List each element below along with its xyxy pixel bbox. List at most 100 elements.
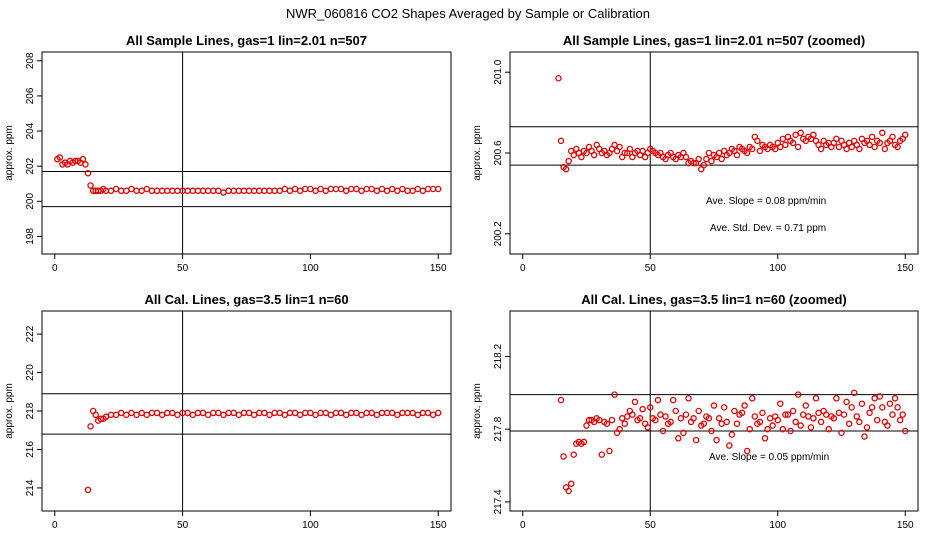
data-point	[327, 185, 335, 193]
data-point	[557, 396, 565, 404]
data-point	[720, 404, 728, 411]
data-point	[230, 409, 237, 417]
data-point	[868, 404, 876, 411]
data-point	[87, 182, 94, 189]
data-point	[138, 187, 145, 195]
annotation-text: Ave. Slope = 0.05 ppm/min	[709, 452, 829, 463]
y-tick-label: 217.4	[493, 489, 504, 514]
annotation-text: Ave. Slope = 0.08 ppm/min	[706, 196, 826, 207]
data-point	[194, 409, 202, 417]
data-point	[611, 141, 618, 149]
data-point	[677, 415, 685, 422]
data-point	[738, 409, 746, 417]
x-tick-label: 50	[177, 520, 189, 531]
data-point	[621, 149, 629, 157]
data-point	[703, 155, 710, 163]
data-point	[749, 145, 756, 153]
data-point	[250, 411, 258, 419]
data-point	[789, 139, 797, 147]
data-point	[743, 447, 751, 455]
data-point	[220, 189, 227, 196]
data-point	[158, 411, 166, 419]
data-point	[189, 187, 197, 195]
data-point	[756, 418, 764, 426]
data-point	[399, 409, 406, 417]
data-point	[327, 411, 335, 419]
data-point	[107, 411, 115, 419]
data-point	[419, 409, 427, 417]
data-point	[899, 411, 906, 418]
data-point	[240, 187, 248, 195]
data-point	[777, 400, 784, 407]
data-point	[250, 187, 258, 195]
data-point	[710, 402, 718, 409]
data-point	[629, 411, 636, 418]
data-point	[373, 187, 381, 195]
data-point	[322, 409, 329, 417]
data-point	[570, 151, 578, 159]
annotation-text: Ave. Std. Dev. = 0.71 ppm	[710, 223, 826, 234]
data-point	[388, 409, 396, 417]
data-point	[636, 415, 644, 422]
data-point	[848, 143, 855, 151]
data-point	[307, 185, 314, 193]
y-tick-label: 218.2	[493, 344, 504, 369]
y-tick-label: 222	[25, 325, 36, 342]
data-point	[199, 187, 207, 195]
data-point	[810, 415, 817, 422]
data-point	[189, 411, 197, 419]
data-point	[797, 129, 804, 137]
data-point	[276, 409, 283, 417]
data-point	[879, 404, 886, 411]
data-point	[296, 187, 304, 195]
x-tick-label: 0	[52, 520, 58, 531]
data-point	[817, 145, 825, 153]
data-point	[383, 187, 391, 195]
data-point	[302, 409, 309, 417]
data-point	[240, 409, 248, 417]
data-point	[700, 161, 708, 169]
data-point	[894, 143, 901, 151]
data-point	[708, 157, 715, 165]
panel-title: All Cal. Lines, gas=3.5 lin=1 n=60 (zoom…	[581, 292, 847, 307]
data-point	[896, 416, 904, 424]
y-axis-label: approx. ppm	[4, 383, 15, 439]
y-tick-label: 206	[25, 87, 36, 104]
data-point	[889, 411, 896, 418]
data-point	[779, 135, 787, 143]
data-point	[886, 400, 894, 407]
data-point	[271, 187, 278, 195]
data-point	[624, 413, 631, 420]
data-point	[312, 187, 319, 195]
data-point	[889, 133, 896, 141]
data-point	[286, 409, 294, 417]
data-point	[87, 423, 94, 430]
data-point	[123, 411, 130, 419]
data-point	[868, 133, 876, 141]
y-tick-label: 216	[25, 441, 36, 458]
data-point	[782, 141, 789, 149]
data-point	[414, 185, 422, 193]
data-point	[652, 416, 659, 424]
data-point	[580, 438, 588, 446]
data-point	[409, 409, 416, 417]
data-point	[680, 429, 687, 437]
data-point	[271, 409, 278, 417]
data-point	[858, 400, 866, 407]
data-point	[695, 155, 702, 163]
data-point	[82, 161, 89, 168]
y-axis-label: approx. ppm	[472, 125, 483, 181]
plot-frame	[509, 310, 919, 512]
data-point	[718, 420, 725, 427]
data-point	[608, 416, 616, 424]
data-point	[276, 187, 283, 195]
data-point	[815, 409, 822, 417]
data-point	[153, 187, 161, 195]
data-point	[261, 187, 268, 195]
data-point	[353, 185, 360, 193]
data-point	[833, 135, 840, 143]
data-point	[92, 411, 99, 419]
data-point	[215, 187, 222, 195]
data-point	[368, 185, 376, 193]
data-point	[726, 442, 733, 449]
